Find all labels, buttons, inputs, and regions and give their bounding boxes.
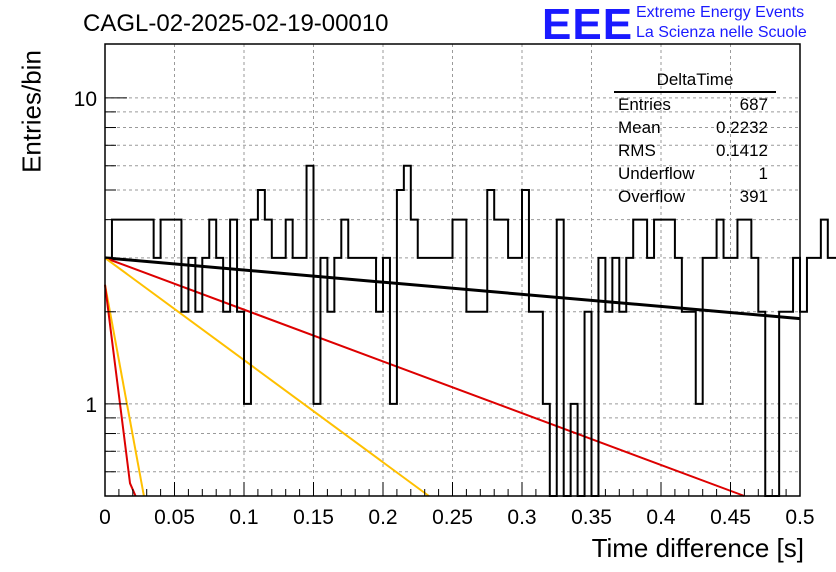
- stats-row-entries: Entries 687: [610, 93, 780, 116]
- stats-value: 0.1412: [716, 141, 768, 160]
- stats-key: Entries: [618, 95, 671, 114]
- logo-mark: EEE: [542, 0, 634, 49]
- x-tick-label: 0.25: [432, 506, 473, 529]
- fit-line-3: [104, 284, 145, 497]
- plot-title: CAGL-02-2025-02-19-00010: [83, 10, 389, 37]
- stats-key: Overflow: [618, 187, 686, 206]
- stats-row-underflow: Underflow 1: [610, 162, 780, 185]
- y-tick-label: 10: [74, 88, 97, 111]
- fit-curves: [104, 256, 801, 497]
- histogram-outline: [105, 164, 836, 497]
- histogram-steps: [105, 164, 836, 497]
- stats-box: DeltaTime Entries 687 Mean 0.2232 RMS 0.…: [610, 70, 780, 208]
- stats-title: DeltaTime: [614, 70, 776, 93]
- x-tick-label: 0.5: [785, 506, 814, 529]
- y-axis-label: Entries/bin: [16, 50, 47, 173]
- tick-labels: 0 0.05 0.1 0.15 0.2 0.25 0.3 0.35 0.4 0.45 0.5 1 10: [74, 88, 815, 529]
- stats-key: Underflow: [618, 164, 695, 183]
- logo-line2: La Scienza nelle Scuole: [636, 24, 807, 41]
- axis-ticks: [104, 97, 801, 497]
- fit-line-1: [104, 256, 745, 497]
- fit-line-0: [104, 256, 801, 321]
- x-tick-label: 0.3: [507, 506, 536, 529]
- x-tick-label: 0.05: [154, 506, 195, 529]
- x-tick-label: 0: [99, 506, 111, 529]
- stats-value: 687: [739, 95, 768, 114]
- stats-key: RMS: [618, 141, 656, 160]
- stats-row-mean: Mean 0.2232: [610, 116, 780, 139]
- stats-value: 1: [758, 164, 768, 183]
- x-tick-label: 0.45: [710, 506, 751, 529]
- x-tick-label: 0.15: [293, 506, 334, 529]
- stats-value: 391: [739, 187, 768, 206]
- stats-key: Mean: [618, 118, 661, 137]
- x-axis-label: Time difference [s]: [591, 533, 804, 563]
- logo-line1: Extreme Energy Events: [636, 4, 805, 21]
- y-tick-label: 1: [85, 394, 97, 417]
- x-tick-label: 0.1: [229, 506, 258, 529]
- stats-row-overflow: Overflow 391: [610, 185, 780, 208]
- x-tick-label: 0.35: [571, 506, 612, 529]
- stats-value: 0.2232: [716, 118, 768, 137]
- stats-row-rms: RMS 0.1412: [610, 139, 780, 162]
- x-tick-label: 0.2: [368, 506, 397, 529]
- fit-line-4: [104, 284, 137, 497]
- x-tick-label: 0.4: [646, 506, 676, 529]
- fit-line-2: [104, 257, 430, 497]
